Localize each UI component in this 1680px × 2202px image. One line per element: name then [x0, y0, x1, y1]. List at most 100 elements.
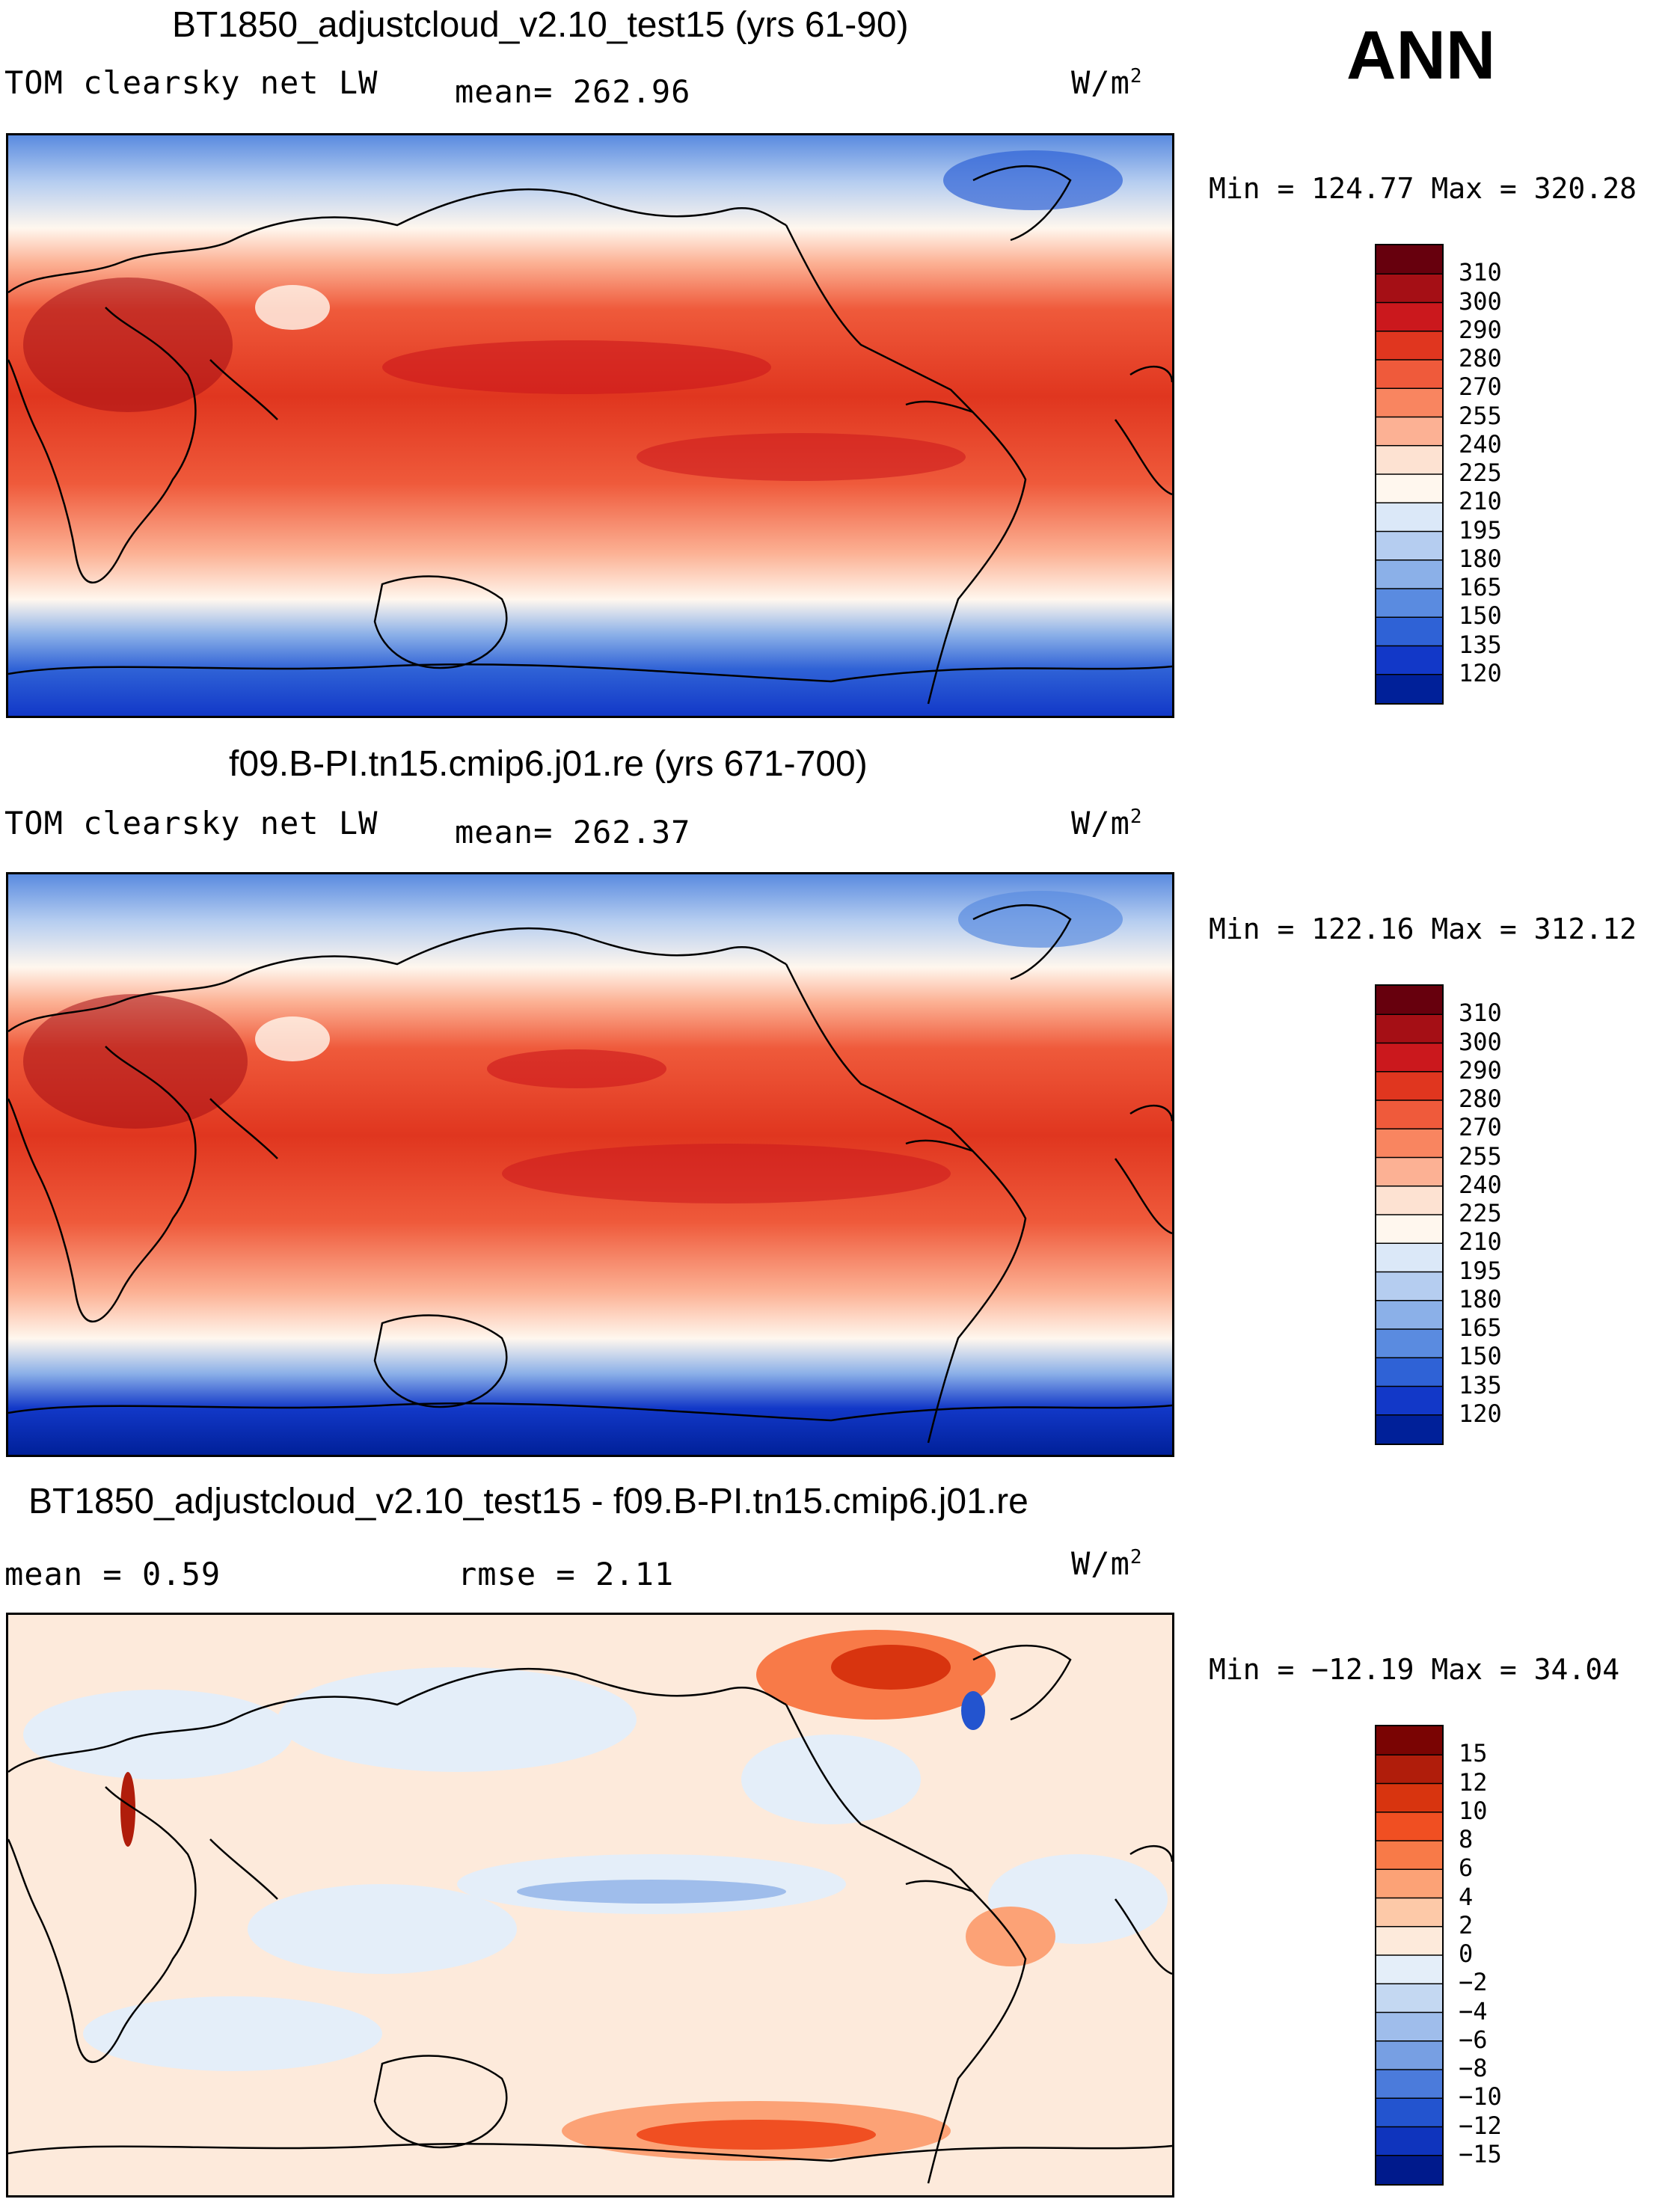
panel-3-title: BT1850_adjustcloud_v2.10_test15 - f09.B-… — [28, 1482, 1028, 1521]
colorbar-swatch — [1376, 2070, 1442, 2099]
colorbar-swatch — [1376, 645, 1442, 675]
colorbar-swatch — [1376, 2155, 1442, 2184]
colorbar-level-label: 180 — [1459, 544, 1502, 573]
panel-1-map — [6, 133, 1174, 718]
panel-3-minmax: Min = −12.19 Max = 34.04 — [1209, 1653, 1620, 1686]
colorbar-level-label: −8 — [1459, 2054, 1488, 2082]
season-label: ANN — [1346, 17, 1496, 93]
colorbar-level-label: 195 — [1459, 515, 1502, 545]
units-text: W/m — [1071, 1545, 1130, 1582]
panel-1-title: BT1850_adjustcloud_v2.10_test15 (yrs 61-… — [172, 5, 909, 45]
panel-2-title: f09.B-PI.tn15.cmip6.j01.re (yrs 671-700) — [229, 744, 868, 784]
colorbar-swatch — [1376, 2126, 1442, 2156]
colorbar-swatch — [1376, 986, 1442, 1015]
colorbar-level-label: −6 — [1459, 2025, 1488, 2054]
colorbar-level-label: 135 — [1459, 1370, 1502, 1399]
colorbar-swatch — [1376, 302, 1442, 332]
colorbar-swatch — [1376, 417, 1442, 447]
colorbar-level-label: 195 — [1459, 1256, 1502, 1285]
colorbar-level-label: 210 — [1459, 1227, 1502, 1257]
colorbar-level-label: 2 — [1459, 1910, 1474, 1939]
colorbar-level-label: 270 — [1459, 1113, 1502, 1142]
colorbar-level-label: 135 — [1459, 630, 1502, 659]
panel-3-mean: mean = 0.59 — [4, 1556, 221, 1592]
colorbar-level-label: −12 — [1459, 2111, 1502, 2140]
colorbar-swatch — [1376, 1186, 1442, 1215]
colorbar-level-label: 225 — [1459, 459, 1502, 487]
colorbar-swatch — [1376, 1414, 1442, 1444]
colorbar-level-label: 280 — [1459, 1085, 1502, 1113]
colorbar-swatch — [1376, 1783, 1442, 1813]
colorbar-swatch — [1376, 1841, 1442, 1870]
panel-3-colorbar — [1375, 1725, 1444, 2186]
colorbar-level-label: 280 — [1459, 344, 1502, 372]
colorbar-swatch — [1376, 1926, 1442, 1956]
colorbar-level-label: 15 — [1459, 1739, 1488, 1768]
colorbar-level-label: 6 — [1459, 1853, 1474, 1883]
colorbar-swatch — [1376, 1755, 1442, 1784]
colorbar-swatch — [1376, 445, 1442, 475]
colorbar-level-label: 270 — [1459, 372, 1502, 402]
colorbar-swatch — [1376, 360, 1442, 389]
colorbar-swatch — [1376, 1869, 1442, 1898]
panel-2-units: W/m2 — [1071, 805, 1143, 841]
colorbar-swatch — [1376, 2040, 1442, 2070]
colorbar-level-label: −10 — [1459, 2082, 1502, 2111]
colorbar-swatch — [1376, 1071, 1442, 1101]
units-superscript: 2 — [1129, 1546, 1143, 1568]
colorbar-swatch — [1376, 1100, 1442, 1129]
panel-3-rmse: rmse = 2.11 — [458, 1556, 675, 1592]
colorbar-level-label: 255 — [1459, 401, 1502, 430]
panel-2-map — [6, 872, 1174, 1457]
colorbar-level-label: 240 — [1459, 1170, 1502, 1199]
colorbar-level-label: 165 — [1459, 1313, 1502, 1342]
colorbar-swatch — [1376, 1157, 1442, 1187]
colorbar-level-label: 300 — [1459, 286, 1502, 316]
colorbar-swatch — [1376, 1215, 1442, 1244]
colorbar-swatch — [1376, 331, 1442, 361]
colorbar-swatch — [1376, 1329, 1442, 1358]
panel-1-minmax: Min = 124.77 Max = 320.28 — [1209, 172, 1637, 205]
colorbar-swatch — [1376, 2098, 1442, 2127]
panel-2-variable-label: TOM clearsky net LW — [4, 805, 378, 841]
colorbar-level-label: 255 — [1459, 1141, 1502, 1171]
colorbar-level-label: 310 — [1459, 999, 1502, 1028]
colorbar-level-label: 150 — [1459, 601, 1502, 631]
colorbar-swatch — [1376, 1955, 1442, 1984]
colorbar-swatch — [1376, 559, 1442, 589]
colorbar-swatch — [1376, 1129, 1442, 1158]
colorbar-level-label: 120 — [1459, 658, 1502, 687]
colorbar-level-label: −4 — [1459, 1996, 1488, 2025]
colorbar-level-label: 0 — [1459, 1939, 1474, 1968]
colorbar-level-label: 10 — [1459, 1796, 1488, 1825]
colorbar-level-label: 210 — [1459, 487, 1502, 516]
units-superscript: 2 — [1129, 65, 1143, 88]
colorbar-swatch — [1376, 2012, 1442, 2042]
colorbar-swatch — [1376, 1898, 1442, 1927]
colorbar-swatch — [1376, 388, 1442, 417]
colorbar-swatch — [1376, 674, 1442, 703]
colorbar-level-label: −15 — [1459, 2139, 1502, 2168]
panel-2-mean: mean= 262.37 — [455, 814, 691, 850]
colorbar-level-label: 12 — [1459, 1767, 1488, 1797]
colorbar-level-label: 4 — [1459, 1882, 1474, 1911]
colorbar-level-label: 120 — [1459, 1399, 1502, 1428]
colorbar-swatch — [1376, 503, 1442, 532]
colorbar-level-label: 180 — [1459, 1284, 1502, 1313]
panel-1-colorbar — [1375, 244, 1444, 705]
colorbar-swatch — [1376, 1300, 1442, 1330]
colorbar-swatch — [1376, 1272, 1442, 1301]
panel-3-units: W/m2 — [1071, 1545, 1143, 1582]
colorbar-swatch — [1376, 1014, 1442, 1043]
colorbar-level-label: 165 — [1459, 573, 1502, 601]
panel-1-variable-label: TOM clearsky net LW — [4, 64, 378, 101]
colorbar-level-label: 300 — [1459, 1027, 1502, 1056]
panel-2-minmax: Min = 122.16 Max = 312.12 — [1209, 913, 1637, 945]
units-text: W/m — [1071, 64, 1130, 101]
colorbar-swatch — [1376, 531, 1442, 561]
colorbar-level-label: 240 — [1459, 429, 1502, 459]
colorbar-swatch — [1376, 1358, 1442, 1387]
colorbar-level-label: −2 — [1459, 1968, 1488, 1997]
colorbar-swatch — [1376, 1812, 1442, 1841]
panel-1-units: W/m2 — [1071, 64, 1143, 101]
